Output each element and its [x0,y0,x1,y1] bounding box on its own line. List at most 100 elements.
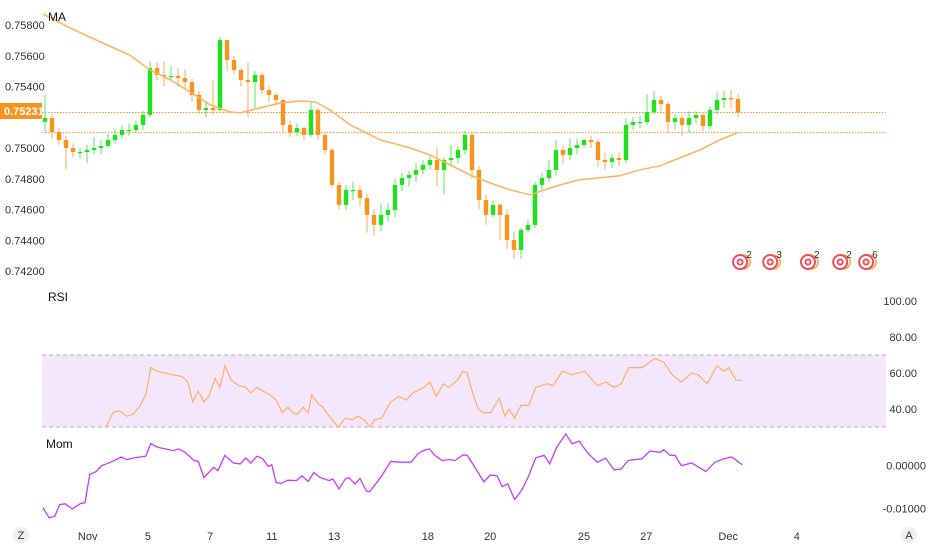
candle-down [511,239,517,250]
candle-up [420,164,426,170]
candle-up [630,122,636,125]
event-count: 3 [776,250,782,261]
candle-up [84,149,90,152]
event-count: 2 [746,250,752,261]
candle-down [595,142,601,160]
last-price-tag: 0.75231 [0,103,44,119]
candle-down [259,74,265,91]
time-axis[interactable]: Nov 5 7 11 13 18 20 25 27 Dec 4 [78,531,800,543]
price-tick-label: 0.75400 [5,82,45,94]
candle-up [392,184,398,210]
candle-up [77,151,83,154]
candle-up [623,124,629,160]
candle-down [602,159,608,162]
time-tick-label: 4 [794,531,800,543]
candle-down [658,100,664,105]
event-count: 2 [846,250,852,261]
time-tick-label: 5 [145,531,151,543]
time-tick-label: 13 [328,531,340,543]
candle-up [532,184,538,225]
candle-down [357,189,363,198]
candle-down [700,114,706,127]
rsi-tick-label: 80.00 [889,332,917,344]
candle-down [182,78,188,83]
candles [42,37,741,259]
candle-up [112,134,118,141]
candle-up [448,157,454,160]
candle-up [574,144,580,148]
auto-scale-button-bg[interactable] [901,527,917,543]
candle-up [252,74,258,83]
event-marker[interactable]: 2 [832,250,852,270]
candle-up [350,189,356,192]
zoom-button-label[interactable]: Z [18,530,25,542]
candle-up [546,169,552,178]
time-tick-label: 25 [578,531,590,543]
event-marker[interactable]: 3 [762,250,782,270]
candle-down [735,98,741,113]
candle-down [280,100,286,125]
candle-down [224,40,230,61]
auto-scale-button[interactable]: A [901,527,917,543]
candle-down [273,94,279,101]
candle-up [644,112,650,123]
candle-up [441,159,447,170]
mom-line [42,432,743,519]
price-axis[interactable]: 0.75800 0.75600 0.75400 0.75000 0.74800 0.746… [5,20,45,278]
event-count: 6 [872,250,878,261]
auto-scale-button-label[interactable]: A [905,530,913,542]
ma-line [42,13,738,196]
time-tick-label: 20 [484,531,496,543]
event-marker[interactable]: 2 [732,250,752,270]
price-tick-label: 0.75800 [5,20,45,32]
zoom-button[interactable]: Z [13,527,29,543]
candle-down [616,157,622,160]
candle-down [231,60,237,71]
candle-down [301,128,307,135]
economic-events[interactable]: 2 3 2 2 6 [732,250,878,270]
candle-down [161,74,167,77]
candle-up [133,124,139,131]
candle-up [203,108,209,111]
candle-up [539,177,545,185]
candle-down [364,197,370,215]
candle-down [497,204,503,215]
candle-down [175,76,181,79]
candle-up [399,177,405,185]
price-tick-label: 0.74600 [5,205,45,217]
event-marker[interactable]: 6 [858,250,878,270]
candle-up [217,40,223,111]
candle-up [140,114,146,125]
candle-down [336,184,342,205]
mom-axis[interactable]: 0.00000 -0.01000 [883,461,926,516]
candle-down [189,82,195,95]
event-marker[interactable]: 2 [800,250,820,270]
candle-up [105,140,111,147]
candle-down [63,140,69,148]
last-price-label: 0.75231 [4,106,44,118]
candle-up [686,118,692,125]
price-tick-label: 0.74800 [5,174,45,186]
time-tick-label: Nov [78,531,98,543]
rsi-tick-label: 100.00 [883,296,917,308]
mom-tick-label: -0.01000 [883,504,926,516]
zoom-button-bg[interactable] [13,527,29,543]
rsi-axis[interactable]: 100.00 80.00 60.00 40.00 [883,296,917,416]
candle-down [196,94,202,111]
candle-up [98,146,104,148]
candle-up [567,148,573,155]
price-tick-label: 0.74400 [5,235,45,247]
candle-up [455,149,461,158]
rsi-tick-label: 40.00 [889,404,917,416]
candle-up [91,148,97,150]
rsi-pane-title: RSI [48,290,68,304]
candle-down [483,199,489,215]
time-tick-label: 27 [640,531,652,543]
event-count: 2 [814,250,820,261]
candle-up [385,209,391,215]
mom-tick-label: 0.00000 [886,461,926,473]
candle-up [294,128,300,133]
candle-down [210,108,216,111]
candle-down [266,90,272,95]
